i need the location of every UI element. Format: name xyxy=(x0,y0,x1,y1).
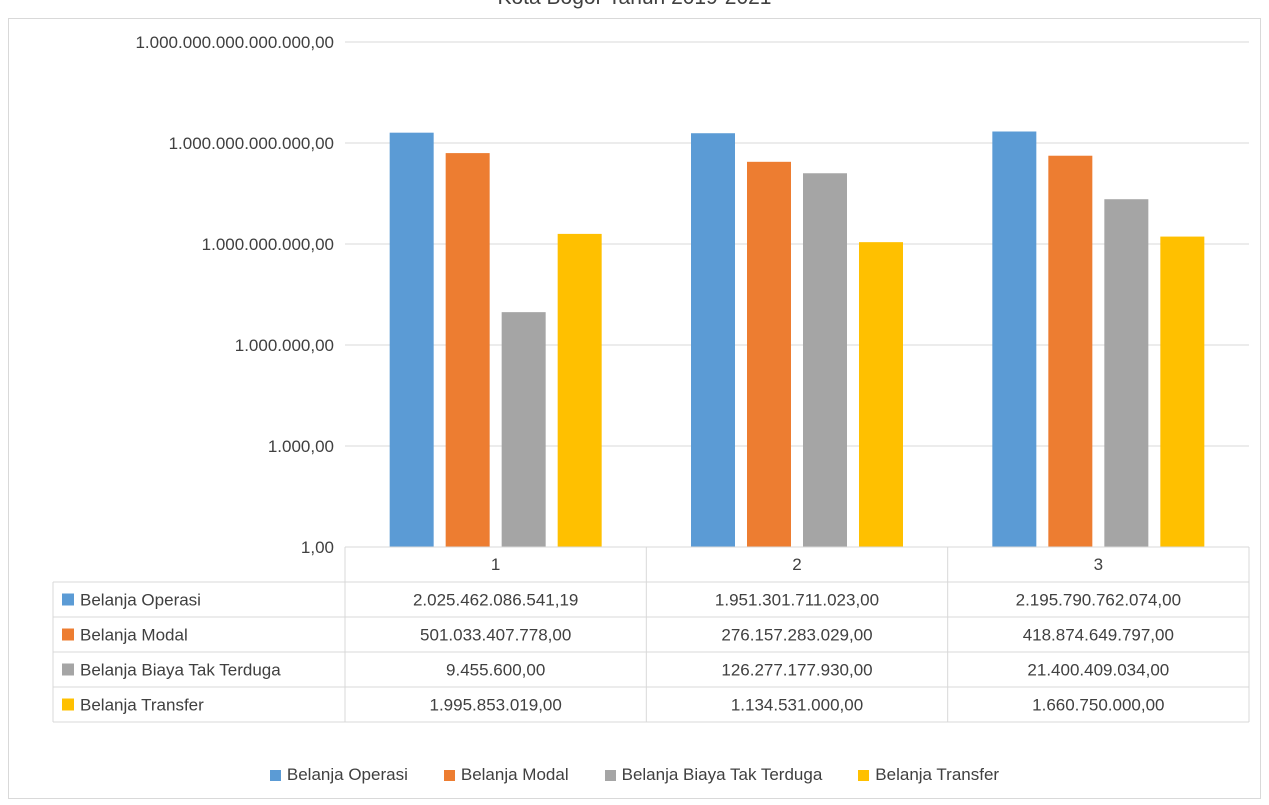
row-series-name: Belanja Modal xyxy=(80,626,188,645)
data-label: 1.134.531.000,00 xyxy=(731,696,863,715)
legend: Belanja Operasi Belanja Modal Belanja Biay… xyxy=(0,762,1269,788)
row-swatch xyxy=(62,663,74,676)
data-label: 9.455.600,00 xyxy=(446,661,545,680)
row-series-name: Belanja Transfer xyxy=(80,696,204,715)
legend-item: Belanja Operasi xyxy=(269,765,408,785)
row-series-name: Belanja Biaya Tak Terduga xyxy=(80,661,281,680)
data-label: 21.400.409.034,00 xyxy=(1027,661,1169,680)
row-swatch xyxy=(62,698,74,711)
chart-title: Kota Bogor Tahun 2019-2021 xyxy=(0,0,1269,10)
legend-swatch xyxy=(604,769,616,781)
legend-swatch xyxy=(269,769,281,781)
category-label: 1 xyxy=(491,555,500,574)
data-label: 1.951.301.711.023,00 xyxy=(715,591,879,610)
y-tick-label: 1,00 xyxy=(301,538,334,557)
data-label: 2.025.462.086.541,19 xyxy=(413,591,578,610)
legend-label: Belanja Modal xyxy=(460,765,569,784)
data-label: 126.277.177.930,00 xyxy=(721,661,872,680)
legend-item: Belanja Transfer xyxy=(858,765,999,785)
category-label: 3 xyxy=(1094,555,1103,574)
legend-label: Belanja Operasi xyxy=(286,765,408,784)
legend-label: Belanja Transfer xyxy=(875,765,1000,784)
bar xyxy=(1104,199,1149,548)
y-tick-label: 1.000.000,00 xyxy=(235,336,334,355)
legend-swatch xyxy=(443,769,455,781)
row-series-name: Belanja Operasi xyxy=(80,591,201,610)
row-swatch xyxy=(62,628,74,641)
data-table: 1 2 3 Belanja Operasi 2.025.462.086.541,19 1.… xyxy=(52,546,1250,723)
legend-label: Belanja Biaya Tak Terduga xyxy=(621,765,823,784)
row-swatch xyxy=(62,593,74,606)
legend-item: Belanja Biaya Tak Terduga xyxy=(604,765,823,785)
bar xyxy=(389,132,434,547)
y-tick-label: 1.000.000.000.000,00 xyxy=(169,134,334,153)
data-label: 2.195.790.762.074,00 xyxy=(1016,591,1181,610)
bar xyxy=(1160,236,1205,548)
bar xyxy=(992,131,1037,548)
category-label: 2 xyxy=(792,555,801,574)
bar xyxy=(445,153,490,547)
bar xyxy=(803,173,847,547)
data-label: 418.874.649.797,00 xyxy=(1023,626,1174,645)
data-label: 1.995.853.019,00 xyxy=(429,696,561,715)
legend-swatch xyxy=(858,769,870,781)
chart-frame xyxy=(8,18,1261,799)
y-tick-label: 1.000,00 xyxy=(268,437,334,456)
bar xyxy=(1048,155,1093,547)
legend-item: Belanja Modal xyxy=(443,765,569,785)
data-label: 1.660.750.000,00 xyxy=(1032,696,1164,715)
bar xyxy=(747,161,791,547)
y-tick-label: 1.000.000.000.000.000,00 xyxy=(135,33,334,52)
data-label: 501.033.407.778,00 xyxy=(420,626,571,645)
bar xyxy=(691,133,735,547)
data-label: 276.157.283.029,00 xyxy=(721,626,872,645)
bar xyxy=(501,312,546,547)
y-tick-label: 1.000.000.000,00 xyxy=(202,235,334,254)
bar xyxy=(557,233,602,547)
bar xyxy=(859,242,903,547)
